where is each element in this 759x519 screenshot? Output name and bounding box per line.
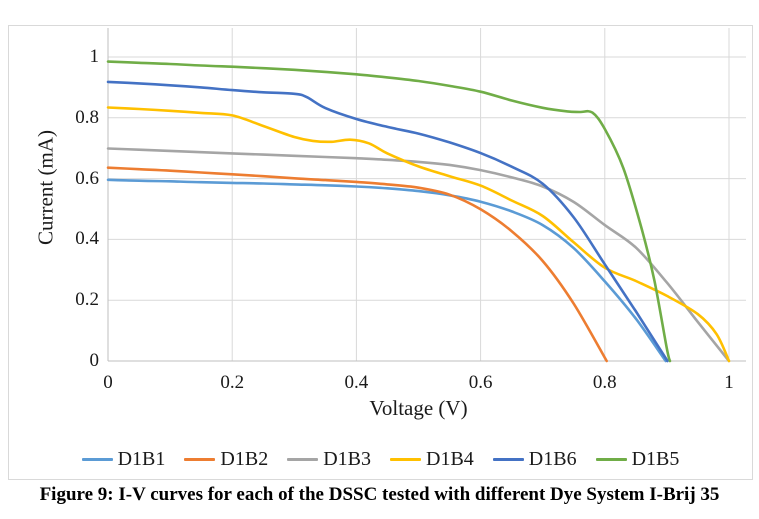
legend-line-swatch xyxy=(390,457,421,461)
figure-caption: Figure 9: I-V curves for each of the DSS… xyxy=(39,484,720,505)
curve-D1B3 xyxy=(106,147,731,363)
curve-D1B6 xyxy=(106,80,669,363)
legend-line-swatch xyxy=(184,457,216,461)
curve-D1B2 xyxy=(106,166,608,363)
legend-label: D1B6 xyxy=(528,448,577,470)
curve-D1B1 xyxy=(106,178,667,363)
legend-item-D1B6: D1B6 xyxy=(492,448,577,470)
legend-label: D1B2 xyxy=(220,448,269,470)
legend-item-D1B3: D1B3 xyxy=(287,448,371,470)
x-tick-label: 1 xyxy=(724,372,734,393)
legend-label: D1B4 xyxy=(426,448,474,470)
x-axis-title: Voltage (V) xyxy=(369,396,468,420)
y-tick-label: 0.6 xyxy=(75,167,99,189)
legend-line-swatch xyxy=(492,457,524,461)
curve-D1B4 xyxy=(106,106,731,363)
x-tick-label: 0.4 xyxy=(344,372,369,393)
legend-label: D1B1 xyxy=(117,448,166,470)
chart-frame: Current (mA) Voltage (V) D1B1 D1B2 D1B3 D1B… xyxy=(8,25,753,480)
y-tick-label: 0 xyxy=(89,350,100,371)
x-tick-label: 0.8 xyxy=(592,372,617,393)
legend-item-D1B5: D1B5 xyxy=(595,448,680,470)
x-tick-label: 0.6 xyxy=(468,372,493,393)
curve-D1B5 xyxy=(106,60,672,363)
legend-item-D1B4: D1B4 xyxy=(390,448,474,470)
iv-curves-plot xyxy=(106,28,746,363)
legend-label: D1B5 xyxy=(631,448,680,470)
x-tick-label: 0.2 xyxy=(220,372,245,393)
legend-line-swatch xyxy=(595,457,627,461)
y-tick-label: 0.2 xyxy=(75,289,99,311)
x-tick-label: 0 xyxy=(103,372,113,393)
legend-line-swatch xyxy=(287,457,319,461)
legend-item-D1B2: D1B2 xyxy=(184,448,268,470)
y-tick-label: 1 xyxy=(89,46,100,67)
y-tick-label: 0.8 xyxy=(75,106,99,128)
legend-item-D1B1: D1B1 xyxy=(81,448,166,470)
legend-label: D1B3 xyxy=(323,448,371,470)
legend: D1B1 D1B2 D1B3 D1B4 D1B6 D1B5 xyxy=(9,447,752,471)
y-tick-label: 0.4 xyxy=(75,228,99,250)
legend-line-swatch xyxy=(81,457,113,461)
